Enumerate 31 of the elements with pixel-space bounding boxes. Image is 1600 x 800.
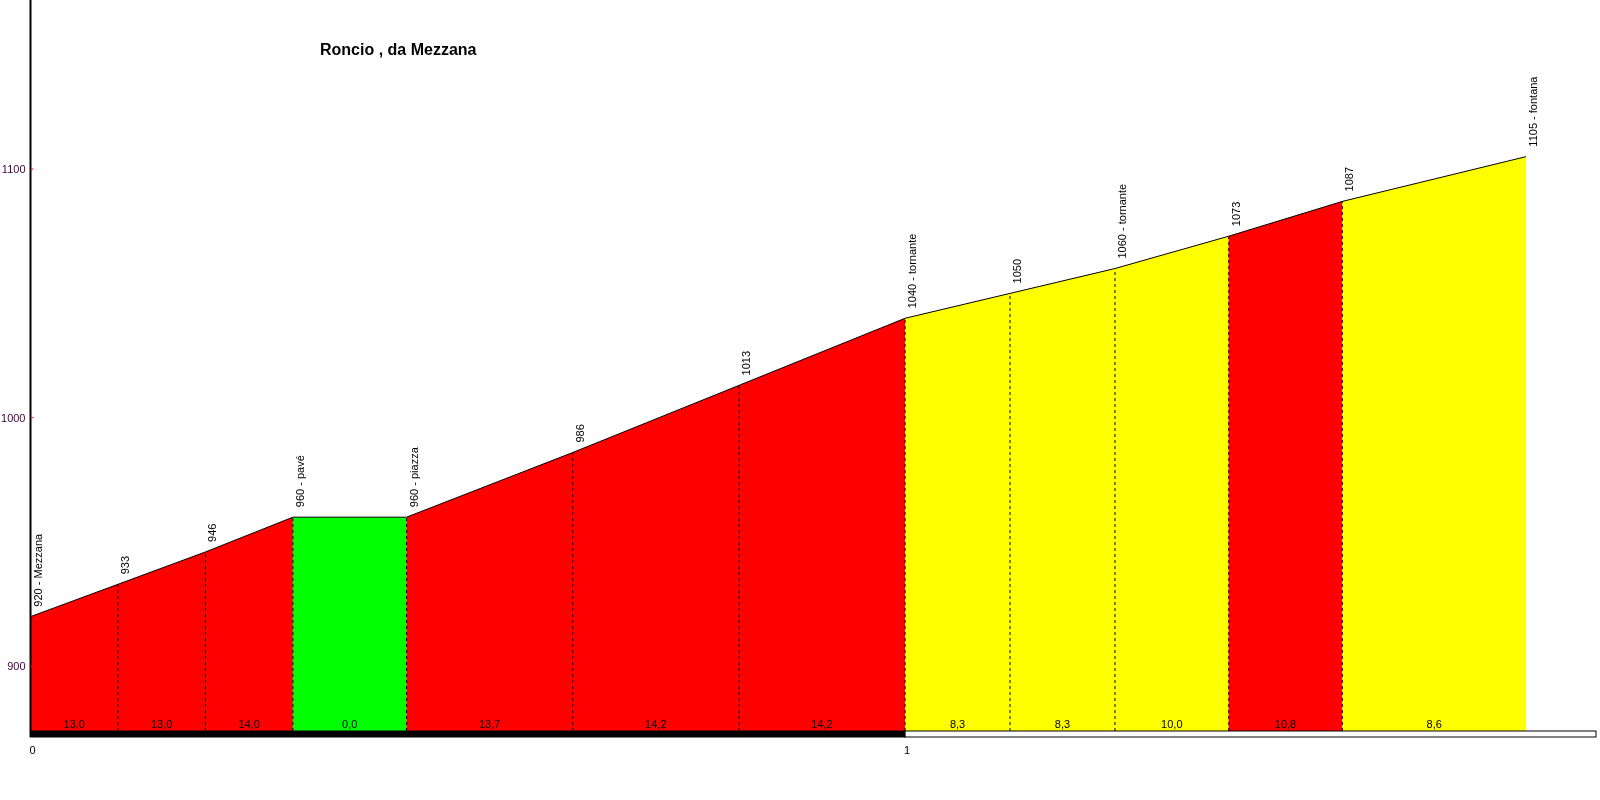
data-label: 960 - pavé	[293, 455, 306, 508]
x-tick-label: 1	[904, 744, 911, 756]
data-label: 960 - piazza	[407, 446, 420, 508]
annotation: 8,3	[1054, 718, 1071, 730]
data-label: 1073	[1229, 201, 1242, 227]
data-label: 1050	[1011, 258, 1024, 284]
annotation: 14,2	[811, 718, 833, 730]
data-label: 1060 - tornante	[1115, 183, 1128, 259]
annotation: 8,3	[949, 718, 966, 730]
annotation: 8,6	[1426, 718, 1442, 730]
data-label: 1087	[1343, 166, 1356, 192]
y-tick-label: 1000	[1, 411, 26, 424]
annotation: 13,0	[63, 718, 85, 730]
annotation: 14,2	[645, 718, 667, 730]
annotation: 13,0	[150, 718, 173, 730]
data-label: 920 - Mezzana	[31, 532, 44, 607]
y-tick-label: 900	[7, 660, 26, 673]
data-label: 1105 - fontana	[1527, 75, 1540, 147]
x-tick-label: 0	[29, 744, 36, 756]
data-label: 933	[118, 555, 131, 575]
data-label: 946	[206, 523, 219, 542]
annotation: 13,7	[478, 718, 501, 730]
annotation: 10,0	[1161, 718, 1183, 730]
data-label: 986	[573, 424, 586, 443]
data-label: 1013	[739, 350, 752, 376]
annotation: 0,0	[342, 718, 358, 730]
annotation: 14,0	[238, 718, 260, 730]
y-tick-label: 1100	[1, 163, 26, 176]
annotation: 10,8	[1274, 718, 1297, 730]
data-label: 1040 - tornante	[906, 233, 919, 309]
text: Roncio , da Mezzana	[320, 41, 477, 58]
